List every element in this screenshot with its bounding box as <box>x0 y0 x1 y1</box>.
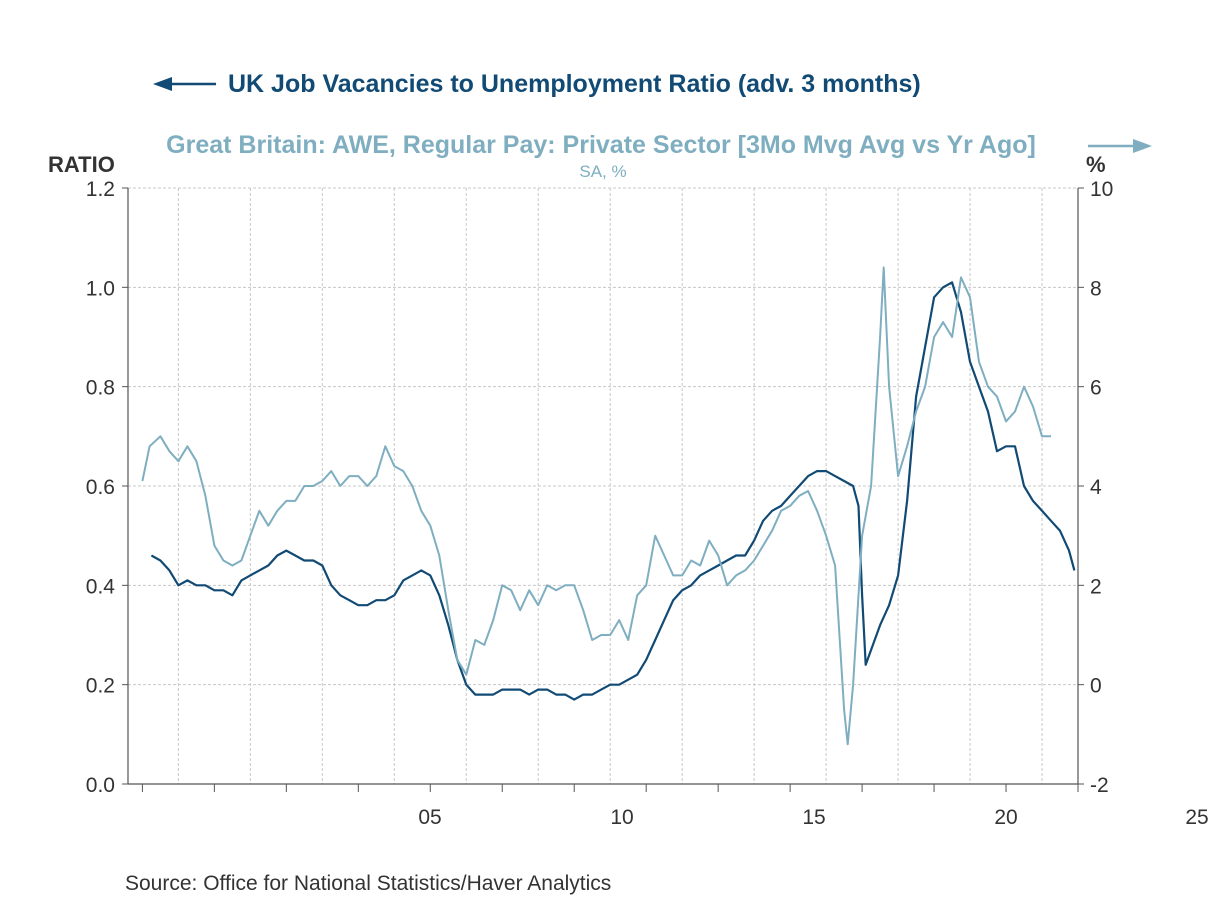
right-axis-unit: % <box>1086 152 1106 177</box>
left-tick-label: 0.8 <box>86 377 115 400</box>
x-tick-label: 20 <box>994 806 1017 829</box>
right-tick-label: 8 <box>1090 277 1102 300</box>
awe-subtitle: SA, % <box>579 162 626 181</box>
right-tick-label: 2 <box>1090 575 1102 598</box>
left-tick-label: 1.0 <box>86 277 115 300</box>
series-lines <box>141 266 1076 746</box>
left-tick-label: 1.2 <box>86 178 115 201</box>
left-tick-label: 0.4 <box>86 575 116 598</box>
right-tick-label: 4 <box>1090 476 1102 499</box>
ratio-series-title: UK Job Vacancies to Unemployment Ratio (… <box>153 70 921 98</box>
left-tick-label: 0.2 <box>86 675 115 698</box>
right-tick-label: -2 <box>1090 774 1109 797</box>
right-arrow-icon <box>1133 139 1152 153</box>
awe-title: Great Britain: AWE, Regular Pay: Private… <box>166 131 1036 159</box>
source-note: Source: Office for National Statistics/H… <box>125 872 611 895</box>
axes: 0.0 0.2 0.4 0.6 0.8 1.0 1.2 -2 0 2 4 6 8 10 05 10 15 20 25 <box>86 178 1208 829</box>
x-tick-label: 15 <box>802 806 825 829</box>
gridlines <box>128 187 1078 784</box>
left-axis-unit: RATIO <box>48 152 115 177</box>
left-arrow-icon <box>153 77 172 91</box>
x-tick-label: 25 <box>1185 806 1208 829</box>
awe-line <box>141 266 1051 746</box>
right-tick-label: 0 <box>1090 675 1102 698</box>
x-tick-label: 05 <box>418 806 441 829</box>
awe-series-title: Great Britain: AWE, Regular Pay: Private… <box>166 131 1152 181</box>
ratio-title: UK Job Vacancies to Unemployment Ratio (… <box>228 70 921 98</box>
left-tick-label: 0.0 <box>86 774 115 797</box>
ratio-line <box>150 281 1076 701</box>
x-tick-label: 10 <box>610 806 633 829</box>
right-tick-label: 10 <box>1090 178 1113 201</box>
left-tick-label: 0.6 <box>86 476 115 499</box>
right-tick-label: 6 <box>1090 377 1102 400</box>
